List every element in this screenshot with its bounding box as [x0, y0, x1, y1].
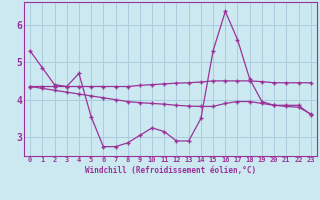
- X-axis label: Windchill (Refroidissement éolien,°C): Windchill (Refroidissement éolien,°C): [85, 166, 256, 175]
